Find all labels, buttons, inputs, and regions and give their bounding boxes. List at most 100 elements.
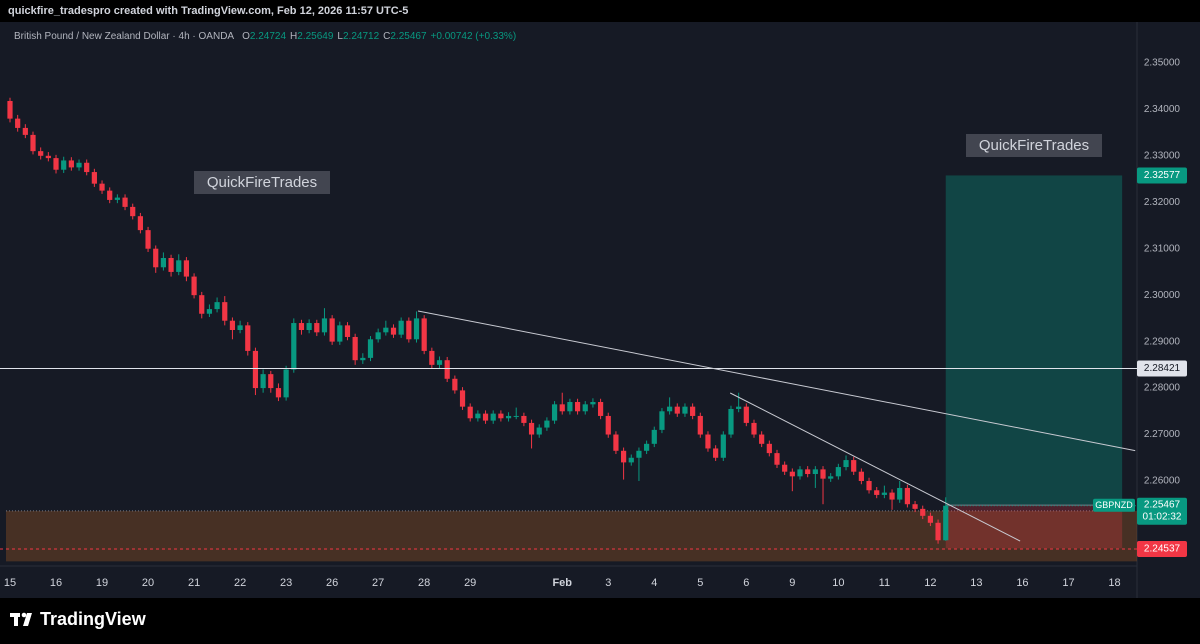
candle-body (582, 404, 588, 412)
candle-body (782, 464, 788, 472)
y-tick-label: 2.27000 (1144, 429, 1181, 440)
x-tick-label: 16 (50, 577, 62, 589)
candle-body (874, 490, 880, 495)
candle-body (15, 118, 21, 128)
candle-body (68, 160, 74, 168)
candle-body (789, 471, 795, 477)
x-tick-label: 28 (418, 577, 430, 589)
x-tick-label: 29 (464, 577, 476, 589)
candle-body (690, 406, 696, 416)
candle-body (329, 318, 335, 342)
candle-body (835, 467, 841, 477)
x-tick-label: 9 (789, 577, 795, 589)
candle-body (927, 515, 933, 523)
candle-body (851, 460, 857, 472)
candle-body (544, 420, 550, 428)
candle-body (904, 487, 910, 505)
candle-body (137, 216, 143, 231)
h-label: H (290, 31, 297, 42)
candle-body (613, 434, 619, 451)
symbol-tag: GBPNZD (1095, 500, 1133, 510)
candle-body (206, 309, 213, 314)
candle-body (820, 469, 826, 479)
candle-body (53, 158, 59, 170)
l-label: L (337, 31, 343, 42)
candle-body (521, 415, 527, 423)
candle-body (636, 450, 642, 458)
annotation: QuickFireTrades (207, 174, 317, 191)
candle-body (728, 408, 734, 435)
candle-body (536, 427, 542, 435)
candle-body (720, 434, 726, 458)
x-tick-label: 12 (924, 577, 936, 589)
candle-body (605, 415, 611, 435)
symbol: British Pound / New Zealand Dollar · 4h … (14, 31, 234, 42)
candle-body (736, 406, 742, 409)
x-tick-label: 21 (188, 577, 200, 589)
candle-body (667, 406, 673, 412)
logo-mark (21, 612, 27, 618)
y-tick-label: 2.26000 (1144, 476, 1181, 487)
candle-body (889, 492, 895, 500)
candle-body (490, 413, 496, 421)
c-value: 2.25467 (390, 31, 427, 42)
candle-body (912, 504, 918, 509)
candle-body (705, 434, 711, 449)
candle-body (237, 325, 243, 331)
candle-body (774, 453, 780, 465)
x-tick-label: 15 (4, 577, 16, 589)
x-tick-label: 19 (96, 577, 108, 589)
candle-body (551, 404, 558, 421)
candle-body (459, 390, 466, 407)
candle-body (651, 429, 657, 444)
candle-body (283, 369, 289, 398)
candle-body (168, 257, 174, 272)
candle-body (199, 295, 205, 314)
y-tick-label: 2.34000 (1144, 104, 1181, 115)
x-tick-label: 4 (651, 577, 657, 589)
candle-body (337, 325, 343, 342)
candle-body (406, 320, 412, 340)
candle-body (375, 332, 381, 340)
candle-body (298, 323, 305, 331)
last-price-bg (1137, 497, 1187, 525)
x-tick-label: 5 (697, 577, 703, 589)
candle-body (659, 411, 665, 430)
candle-body (881, 492, 887, 495)
candle-body (797, 469, 803, 477)
x-tick-label: 13 (970, 577, 982, 589)
x-tick-label: 23 (280, 577, 292, 589)
y-tick-label: 2.31000 (1144, 243, 1181, 254)
candle-body (452, 378, 458, 391)
logo-mark (14, 613, 18, 626)
candle-body (30, 134, 36, 152)
countdown: 01:02:32 (1143, 511, 1182, 522)
l-value: 2.24712 (343, 31, 380, 42)
candle-body (38, 151, 44, 156)
candle-body (45, 155, 51, 159)
candle-body (751, 422, 757, 435)
candle-body (114, 197, 120, 200)
candle-body (498, 413, 504, 419)
logo: TradingView (10, 609, 147, 629)
logo-mark (23, 613, 32, 626)
x-tick-label: 20 (142, 577, 154, 589)
x-tick-label: 22 (234, 577, 246, 589)
candle-body (176, 260, 182, 272)
candle-body (482, 413, 489, 421)
candle-body (413, 318, 420, 340)
candle-body (628, 457, 634, 463)
candle-body (7, 100, 13, 119)
candle-body (713, 448, 719, 458)
candle-body (84, 162, 90, 173)
x-tick-label: Feb (552, 577, 572, 589)
candle-body (229, 320, 236, 331)
candle-body (828, 476, 834, 479)
candle-body (130, 206, 136, 217)
candle-body (805, 469, 811, 475)
x-tick-label: 3 (605, 577, 611, 589)
candle-body (866, 480, 872, 491)
o-label: O (242, 31, 250, 42)
candle-body (160, 257, 166, 268)
